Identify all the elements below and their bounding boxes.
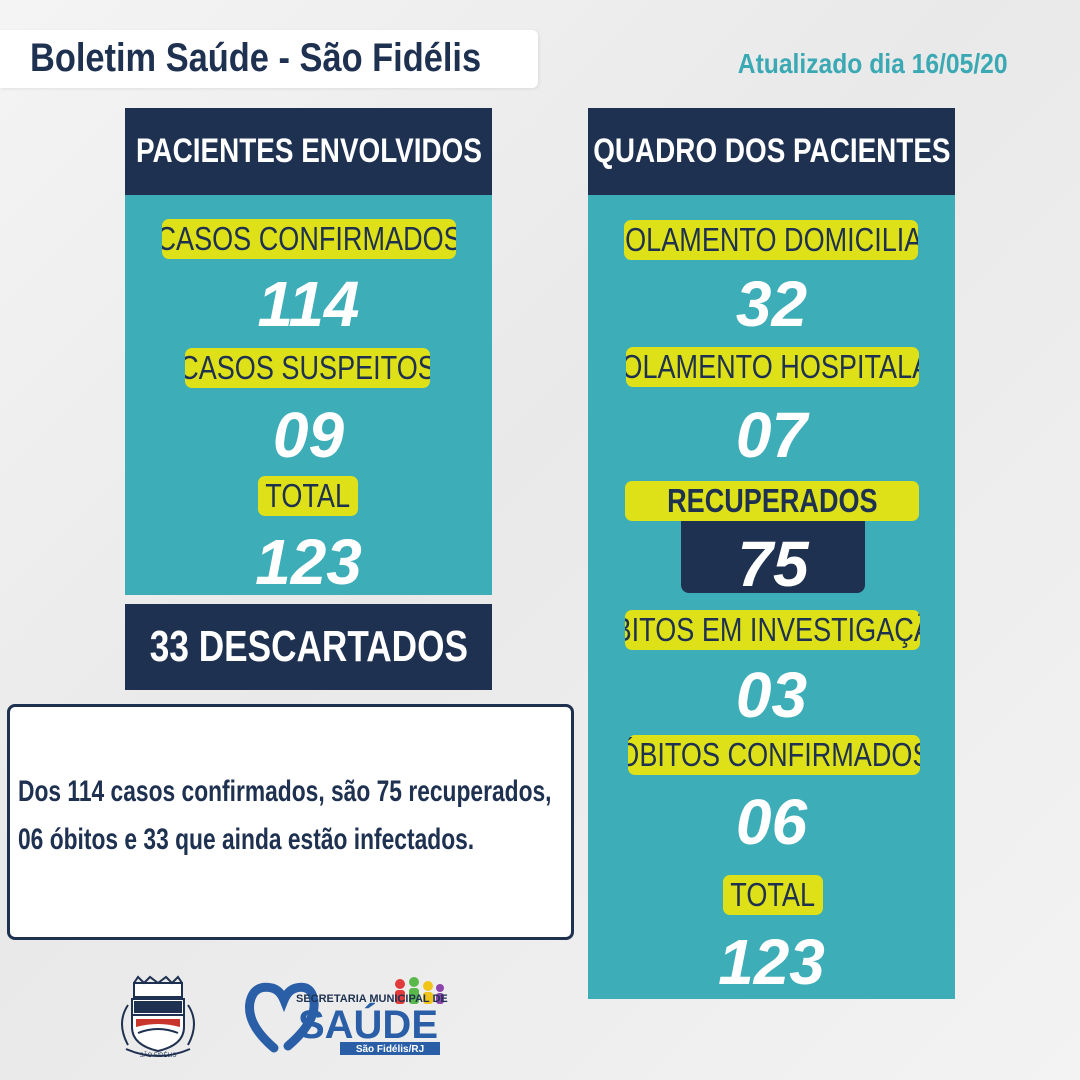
- left-panel-body: [125, 195, 492, 595]
- discarded-cases-banner: 33 DESCARTADOS: [125, 604, 492, 690]
- recovered-value: 75: [737, 528, 809, 600]
- saude-logo-top-text: SECRETARIA MUNICIPAL DE: [296, 993, 448, 1005]
- confirmed-cases-value: 114: [257, 268, 360, 340]
- saude-logo-sub-text: São Fidélis/RJ: [356, 1044, 424, 1055]
- hospital-isolation-label: ISOLAMENTO HOSPITALAR: [626, 347, 919, 387]
- left-total-value: 123: [255, 526, 362, 598]
- suspected-cases-value: 09: [272, 399, 345, 471]
- hospital-isolation-value: 07: [735, 399, 808, 471]
- recovered-label: RECUPERADOS: [625, 481, 919, 521]
- page-title: Boletim Saúde - São Fidélis: [30, 36, 482, 80]
- summary-note-line-2: 06 óbitos e 33 que ainda estão infectado…: [18, 823, 475, 856]
- confirmed-deaths-value: 06: [735, 786, 808, 858]
- city-crest-logo: SÃO FIDÉLIS: [110, 975, 206, 1064]
- left-panel-heading: PACIENTES ENVOLVIDOS: [125, 108, 492, 195]
- city-crest-text: SÃO FIDÉLIS: [139, 1052, 176, 1059]
- saude-secretariat-logo: SECRETARIA MUNICIPAL DE SAÚDE São Fidéli…: [244, 972, 449, 1063]
- saude-logo-main-text: SAÚDE: [298, 1001, 438, 1047]
- right-total-value: 123: [718, 926, 825, 998]
- summary-note-box: [7, 704, 574, 940]
- right-panel-body: [588, 195, 955, 999]
- home-isolation-value: 32: [735, 268, 808, 340]
- confirmed-cases-label: CASOS CONFIRMADOS: [162, 219, 456, 259]
- confirmed-deaths-label: ÓBITOS CONFIRMADOS: [628, 735, 920, 775]
- suspected-cases-label: CASOS SUSPEITOS: [185, 348, 430, 388]
- left-total-label: TOTAL: [258, 476, 358, 516]
- summary-note-line-1: Dos 114 casos confirmados, são 75 recupe…: [18, 775, 552, 808]
- right-total-label: TOTAL: [723, 875, 823, 915]
- home-isolation-label: ISOLAMENTO DOMICILIAR: [624, 220, 918, 260]
- deaths-under-investigation-value: 03: [735, 659, 808, 731]
- update-date: Atualizado dia 16/05/20: [738, 48, 1008, 79]
- right-panel-heading: QUADRO DOS PACIENTES: [588, 108, 955, 195]
- summary-note-text: Dos 114 casos confirmados, são 75 recupe…: [18, 768, 565, 864]
- recovered-value-box: [681, 521, 865, 593]
- deaths-under-investigation-label: ÓBITOS EM INVESTIGAÇÃO: [625, 610, 920, 650]
- header-banner: [0, 30, 538, 88]
